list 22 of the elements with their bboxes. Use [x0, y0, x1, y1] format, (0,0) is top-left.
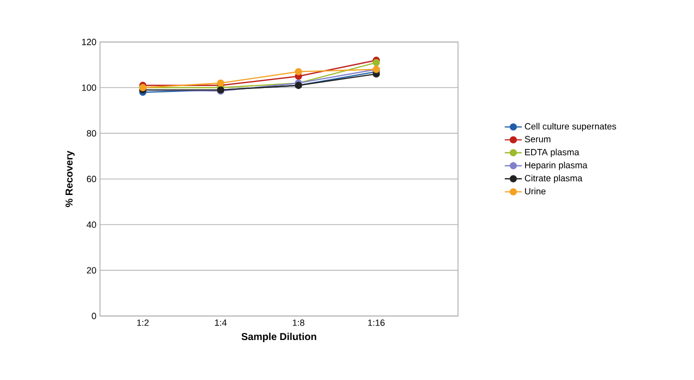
y-tick-label: 0: [92, 312, 96, 320]
x-tick-label: 1:4: [215, 320, 227, 326]
legend-label: EDTA plasma: [525, 148, 580, 158]
y-tick-label: 40: [86, 221, 96, 228]
y-axis-title: % Recovery: [66, 150, 75, 208]
point: [217, 79, 224, 87]
y-tick-label: 80: [86, 130, 96, 137]
y-tick-label: 60: [86, 176, 96, 182]
point: [372, 58, 380, 66]
point: [294, 68, 302, 76]
x-tick-label: 1:2: [137, 320, 149, 326]
x-axis-title: Sample Dilution: [242, 332, 316, 342]
legend-label: Serum: [524, 136, 550, 142]
legend-label: Heparin plasma: [525, 162, 588, 170]
legend-label: Citrate plasma: [524, 174, 582, 184]
y-tick-label: 20: [86, 267, 96, 274]
x-tick-label: 1:8: [292, 320, 304, 326]
x-tick-label: 1:16: [368, 320, 385, 326]
legend-label: Cell culture supernates: [524, 122, 616, 132]
y-tick-label: 120: [82, 38, 96, 46]
legend-label: Urine: [525, 188, 546, 194]
y-tick-label: 100: [82, 84, 96, 91]
